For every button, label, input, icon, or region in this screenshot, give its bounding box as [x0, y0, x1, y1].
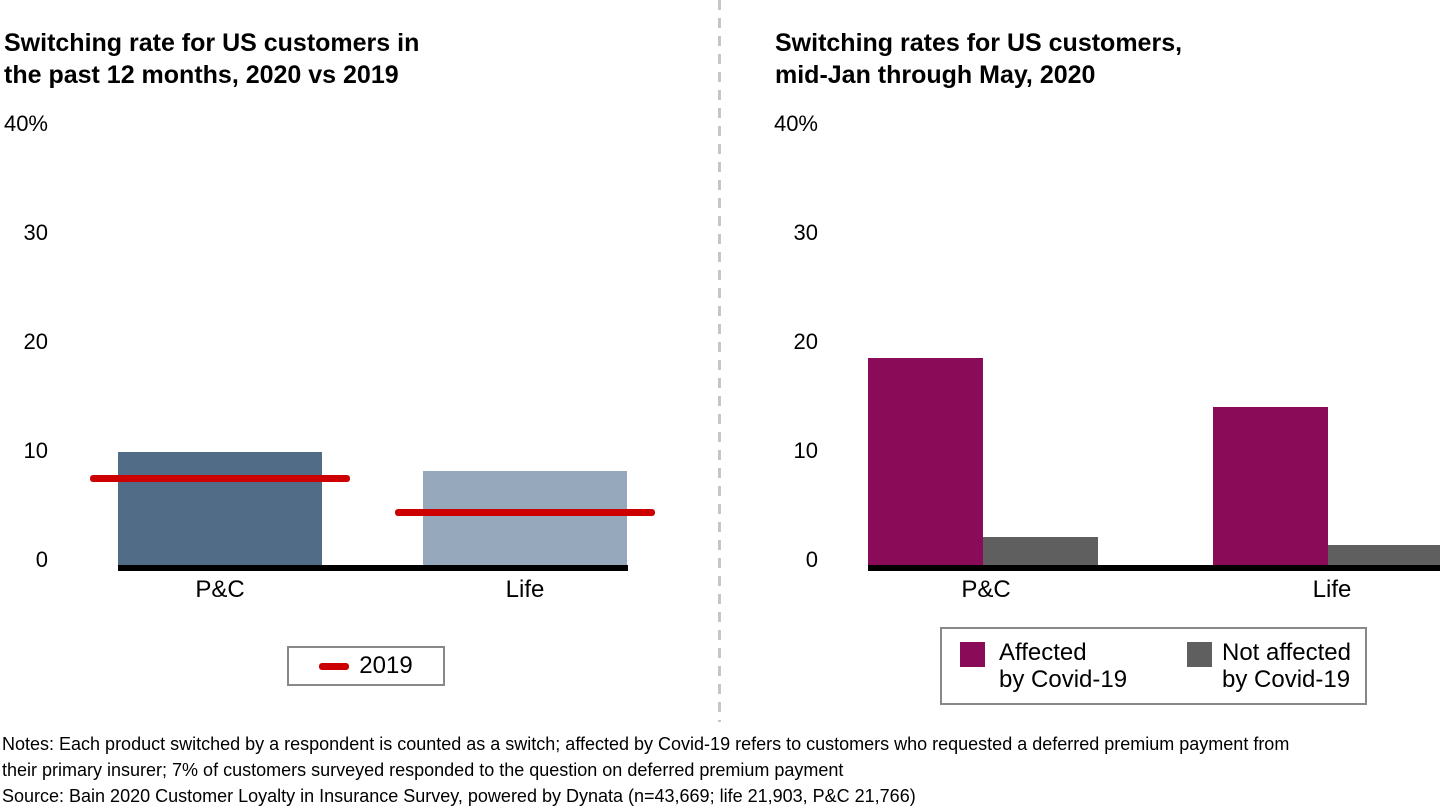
y-tick-40-chart-0: 40% — [3, 111, 48, 136]
legend-not-affected-label: Not affected by Covid-19 — [1222, 639, 1351, 693]
y-tick-30-chart-0: 30 — [23, 220, 48, 245]
bar-life-2020 — [423, 471, 627, 565]
category-label-p-c-chart-0: P&C — [195, 576, 245, 603]
legend-affected-label: Affected by Covid-19 — [999, 639, 1128, 693]
reference-line-2019-life — [395, 508, 655, 516]
notes-text: Notes: Each product switched by a respon… — [2, 734, 1290, 780]
legend-2019-line-marker — [319, 662, 350, 670]
left-chart-title: Switching rate for US customers in the pa… — [4, 27, 419, 91]
reference-line-2019-p-c — [90, 474, 350, 482]
bar-life-affected-by-covid-19 — [1213, 406, 1328, 565]
y-tick-40-chart-1: 40% — [773, 111, 818, 136]
bar-life-not-affected-by-covid-19 — [1328, 545, 1440, 565]
bar-p-c-2020 — [118, 451, 322, 565]
left-chart-title-line1: Switching rate for US customers in — [4, 28, 420, 57]
right-chart-title: Switching rates for US customers, mid-Jan… — [775, 27, 1182, 91]
y-tick-20-chart-1: 20 — [793, 329, 818, 354]
right-chart-title-line1: Switching rates for US customers, — [775, 28, 1183, 57]
legend-not-affected-swatch — [1187, 642, 1212, 667]
y-tick-20-chart-0: 20 — [23, 329, 48, 354]
x-axis-chart-0 — [118, 565, 628, 571]
y-tick-30-chart-1: 30 — [793, 220, 818, 245]
x-axis-chart-1 — [868, 565, 1440, 571]
y-tick-10-chart-0: 10 — [23, 438, 48, 463]
footnotes: Notes: Each product switched by a respon… — [2, 731, 1438, 809]
left-chart-title-line2: the past 12 months, 2020 vs 2019 — [4, 60, 399, 89]
bar-p-c-affected-by-covid-19 — [868, 357, 983, 565]
category-label-life-chart-1: Life — [1312, 576, 1352, 603]
legend-affected-swatch — [960, 642, 985, 667]
left-chart-legend: 2019 — [287, 646, 445, 686]
category-label-life-chart-0: Life — [505, 576, 545, 603]
y-tick-10-chart-1: 10 — [793, 438, 818, 463]
panel-divider-dashed-line — [718, 0, 721, 722]
source-text: Source: Bain 2020 Customer Loyalty in In… — [2, 786, 916, 806]
bar-p-c-not-affected-by-covid-19 — [983, 536, 1098, 565]
right-chart-title-line2: mid-Jan through May, 2020 — [775, 60, 1096, 89]
category-label-p-c-chart-1: P&C — [961, 576, 1011, 603]
right-chart-legend: Affected by Covid-19 Not affected by Covid… — [940, 627, 1367, 705]
y-tick-0-chart-1: 0 — [805, 547, 818, 572]
y-tick-0-chart-0: 0 — [35, 547, 48, 572]
legend-2019-label: 2019 — [359, 652, 413, 679]
